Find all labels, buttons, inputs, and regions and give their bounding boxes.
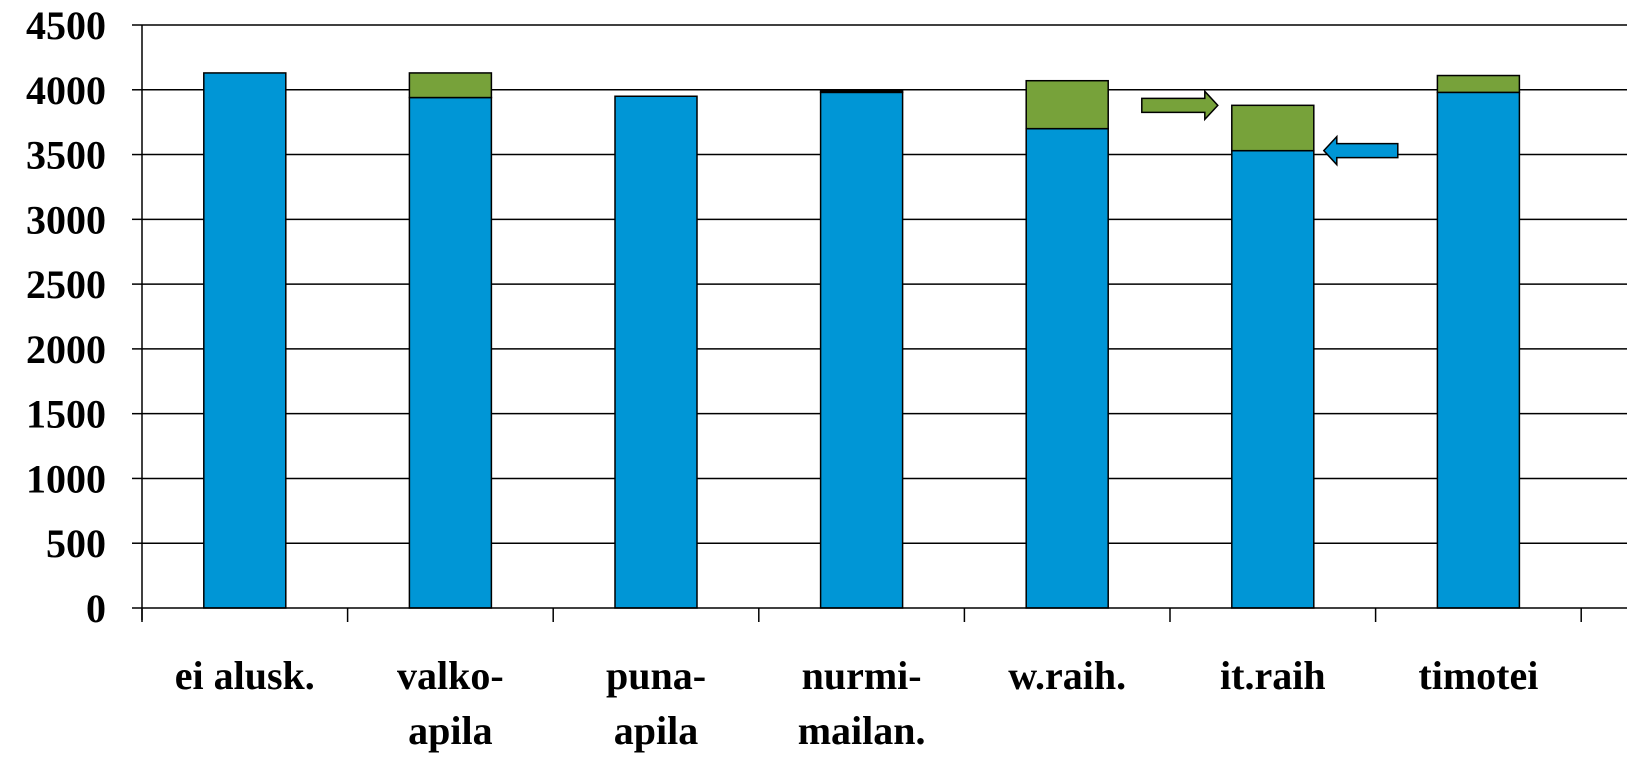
bar-base (614, 95, 698, 609)
y-tick-label: 1500 (26, 392, 106, 437)
y-tick-label: 4500 (26, 3, 106, 48)
x-category-label: timotei (1418, 653, 1538, 698)
bar-base (1436, 91, 1521, 609)
x-category-label: mailan. (798, 708, 926, 753)
y-tick-label: 0 (86, 586, 106, 631)
y-axis-tick-labels: 0 500 1000 1500 2000 2500 3000 3500 4000 4500 (26, 3, 106, 631)
bar-base (1231, 149, 1315, 609)
arrow-right-icon (1141, 89, 1219, 122)
bars (203, 72, 1521, 609)
x-category-label: apila (614, 708, 698, 753)
x-category-label: it.raih (1220, 653, 1326, 698)
y-tick-label: 2000 (26, 327, 106, 372)
bar-base (1025, 127, 1109, 609)
bar-top (1436, 74, 1521, 94)
y-tick-label: 3500 (26, 133, 106, 178)
y-tick-label: 2500 (26, 262, 106, 307)
x-category-label: ei alusk. (175, 653, 315, 698)
arrow-left-icon (1322, 134, 1399, 167)
bar-top (819, 90, 904, 94)
bar-top (1231, 104, 1315, 152)
x-category-label: nurmi- (802, 653, 922, 698)
x-category-label: puna- (606, 653, 706, 698)
bar-base (203, 72, 287, 609)
bar-base (819, 91, 904, 609)
x-axis-category-labels: ei alusk. valko-apila puna-apila nurmi-mail… (175, 653, 1539, 753)
bar-top (408, 72, 493, 99)
y-tick-label: 500 (46, 521, 106, 566)
axes (132, 24, 1627, 622)
y-tick-label: 3000 (26, 197, 106, 242)
x-category-label: w.raih. (1008, 653, 1126, 698)
x-category-label: apila (408, 708, 492, 753)
x-category-label: valko- (397, 653, 504, 698)
annotations (1141, 89, 1399, 167)
bar-top (1025, 79, 1109, 130)
y-tick-label: 1000 (26, 456, 106, 501)
y-tick-label: 4000 (26, 68, 106, 113)
bar-base (408, 96, 493, 609)
